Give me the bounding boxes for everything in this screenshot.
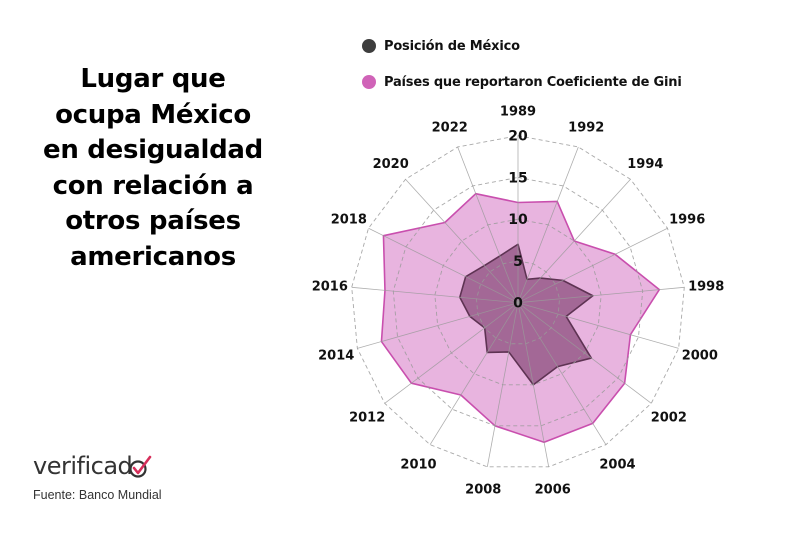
series-mexico-polygon — [458, 243, 594, 386]
axis-label-2016: 2016 — [312, 279, 348, 294]
axis-label-2000: 2000 — [682, 348, 718, 363]
grid-ring — [434, 218, 602, 386]
radial-tick-label: 10 — [508, 212, 528, 228]
axis-label-1996: 1996 — [669, 212, 705, 227]
verificado-logo: verificad — [33, 452, 154, 480]
title-line: ocupa México — [55, 99, 251, 130]
radial-tick-label: 5 — [513, 254, 523, 270]
title-line: en desigualdad — [43, 135, 263, 165]
axis-label-2014: 2014 — [318, 348, 354, 363]
grid-ring — [475, 260, 561, 345]
grid-spoke — [517, 302, 679, 349]
legend-label: Países que reportaron Coeficiente de Gin… — [384, 74, 682, 90]
legend-dot-icon — [362, 39, 376, 53]
title-line: otros países — [65, 206, 241, 236]
legend-item-countries: Países que reportaron Coeficiente de Gin… — [362, 72, 682, 92]
axis-label-2020: 2020 — [373, 157, 409, 172]
axis-label-2018: 2018 — [331, 212, 367, 227]
grid-spoke — [517, 302, 652, 404]
legend-dot-icon — [362, 75, 376, 89]
chart-legend: Posición de México Países que reportaron… — [362, 36, 682, 108]
axis-label-1989: 1989 — [500, 105, 536, 120]
axis-label-2004: 2004 — [599, 457, 635, 472]
grid-spoke — [357, 302, 519, 349]
source-note: Fuente: Banco Mundial — [33, 488, 162, 502]
legend-item-mexico: Posición de México — [362, 36, 682, 56]
title-line: Lugar que — [80, 64, 226, 94]
axis-label-2012: 2012 — [349, 411, 385, 426]
grid-spoke — [517, 302, 550, 467]
axis-label-2008: 2008 — [465, 482, 501, 497]
grid-spoke — [517, 146, 579, 303]
grid-spoke — [517, 179, 631, 303]
radial-tick-label: 20 — [508, 129, 528, 145]
legend-label: Posición de México — [384, 38, 520, 54]
grid-spoke — [517, 302, 607, 445]
axis-label-1992: 1992 — [568, 120, 604, 135]
grid-spoke — [368, 227, 519, 304]
radial-tick-label: 15 — [508, 170, 527, 186]
axis-label-2002: 2002 — [651, 411, 687, 426]
check-o-icon — [129, 455, 152, 478]
axis-label-2022: 2022 — [432, 120, 468, 135]
title-line: americanos — [70, 241, 236, 272]
grid-spoke — [351, 286, 519, 304]
axis-label-2010: 2010 — [400, 457, 436, 472]
title-line: con relación a — [52, 170, 254, 201]
axis-label-1998: 1998 — [688, 279, 724, 294]
radial-tick-label: 0 — [513, 296, 523, 312]
grid-spoke — [486, 302, 519, 467]
grid-spoke — [384, 302, 519, 404]
logo-text: verificad — [33, 452, 133, 480]
grid-spoke — [405, 179, 519, 303]
grid-spoke — [429, 302, 519, 445]
grid-spoke — [457, 146, 519, 303]
axis-label-2006: 2006 — [535, 482, 571, 497]
grid-spoke — [517, 286, 685, 304]
grid-ring — [351, 135, 685, 468]
axis-label-1994: 1994 — [627, 157, 663, 172]
grid-ring — [392, 176, 644, 427]
chart-title: Lugar que ocupa México en desigualdad co… — [28, 62, 278, 275]
grid-spoke — [517, 227, 668, 304]
